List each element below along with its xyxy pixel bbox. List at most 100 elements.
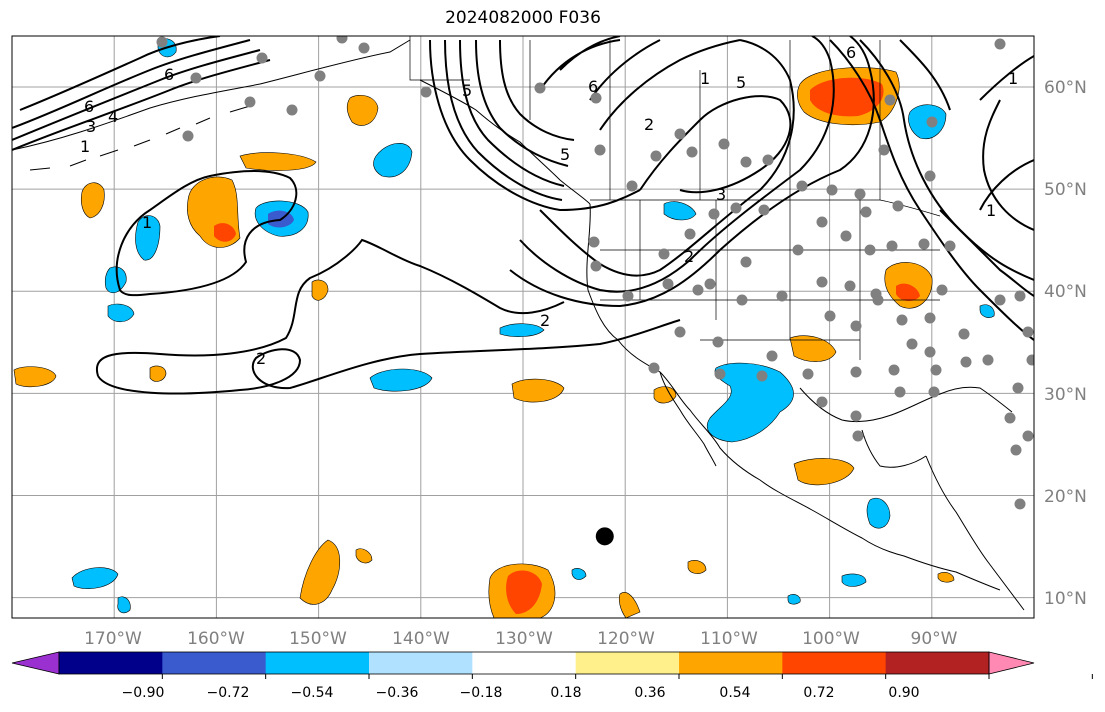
station-dot: [692, 284, 704, 296]
station-dot: [708, 208, 720, 220]
station-dot: [1012, 382, 1024, 394]
lat-label: 50°N: [1044, 180, 1087, 200]
map-border: [11, 35, 1035, 619]
colorbar-segment: [59, 652, 163, 674]
station-dot: [420, 86, 432, 98]
contour-label: 1: [700, 69, 710, 88]
colorbar-tick-label: 0.54: [719, 685, 750, 701]
strong-positive-anomaly-patch: [506, 570, 542, 614]
colorbar-segment: [782, 652, 887, 674]
positive-anomaly-patch: [299, 539, 341, 605]
station-dot: [816, 276, 828, 288]
station-dot: [286, 104, 298, 116]
positive-anomaly-patch: [789, 335, 837, 362]
colorbar-tick-label: −0.36: [376, 685, 419, 701]
station-dot: [1022, 430, 1034, 442]
colorbar-segment: [679, 652, 783, 674]
station-dot: [878, 144, 890, 156]
negative-anomaly-patch: [663, 201, 697, 221]
lon-label: 140°W: [392, 629, 450, 649]
station-dot: [816, 396, 828, 408]
positive-anomaly-patch: [653, 386, 677, 404]
contour-label: 2: [540, 311, 550, 330]
station-dot: [684, 228, 696, 240]
station-dot: [894, 386, 906, 398]
negative-anomaly-patch: [107, 303, 135, 323]
station-dot: [906, 338, 918, 350]
station-dot: [854, 188, 866, 200]
yucatan: [861, 429, 927, 468]
negative-anomaly-patch: [866, 497, 891, 529]
station-dot: [590, 260, 602, 272]
station-dots: [156, 36, 1034, 510]
station-dot: [936, 284, 948, 296]
lat-label: 10°N: [1044, 589, 1087, 609]
station-dot: [704, 278, 716, 290]
station-dot: [816, 216, 828, 228]
lon-label: 160°W: [187, 629, 245, 649]
station-dot: [674, 128, 686, 140]
colorbar-extend-max: [988, 651, 1035, 675]
station-dot: [840, 230, 852, 242]
station-dot: [534, 82, 546, 94]
station-dot: [762, 154, 774, 166]
lat-label: 60°N: [1044, 78, 1087, 98]
station-dot: [824, 310, 836, 322]
west-coast: [586, 203, 1001, 591]
station-dot: [674, 326, 686, 338]
colorbar-segment: [575, 652, 680, 674]
station-dot: [1014, 498, 1026, 510]
positive-anomaly-patch: [937, 572, 955, 583]
station-dot: [850, 366, 862, 378]
station-dot: [924, 312, 936, 324]
colorbar-tick-label: −0.90: [122, 685, 165, 701]
station-dot: [944, 240, 956, 252]
station-dot: [756, 370, 768, 382]
alaska-panhandle: [419, 79, 591, 205]
colorbar-tick-label: −0.72: [207, 685, 250, 701]
positive-anomaly-patch: [239, 152, 317, 171]
contour-labels: 6 4 3 1 6 5 6 2 1 5 3 2 5 6 1 1 2 1 2: [80, 43, 1018, 368]
station-dot: [850, 320, 862, 332]
station-dot: [336, 36, 348, 44]
station-dot: [994, 38, 1006, 50]
negative-anomaly-patch: [706, 362, 794, 443]
station-dot: [1026, 354, 1034, 366]
station-dot: [926, 116, 938, 128]
station-dot: [740, 256, 752, 268]
negative-anomaly-patch: [135, 215, 161, 261]
station-dot: [662, 278, 674, 290]
contour-label: 5: [736, 73, 746, 92]
contour-label: 6: [588, 77, 598, 96]
station-dot: [1014, 290, 1026, 302]
station-dot: [648, 362, 660, 374]
strong-positive-anomaly-patch: [896, 283, 920, 302]
colorbar-labels: −0.90 −0.72 −0.54 −0.36 −0.18 0.18 0.36 …: [122, 685, 920, 701]
station-dot: [730, 202, 742, 214]
lat-label: 30°N: [1044, 385, 1087, 405]
station-dot: [892, 200, 904, 212]
positive-anomaly-patch: [311, 279, 329, 301]
station-dot: [594, 144, 606, 156]
station-dot: [884, 94, 896, 106]
station-dot: [1022, 326, 1034, 338]
station-dot: [994, 294, 1006, 306]
contour-label: 4: [108, 107, 118, 126]
baja-california: [659, 371, 717, 467]
anomaly-shading: [13, 38, 995, 618]
station-dot: [870, 288, 882, 300]
us-canada-border: [590, 199, 941, 217]
negative-anomaly-patch: [979, 304, 995, 318]
station-dot: [860, 206, 872, 218]
gulf-coast: [799, 386, 1013, 423]
station-dot: [740, 156, 752, 168]
lat-label: 40°N: [1044, 282, 1087, 302]
colorbar: [11, 651, 1093, 679]
positive-anomaly-patch: [13, 366, 57, 388]
station-dot: [590, 92, 602, 104]
central-america: [925, 455, 1025, 611]
station-dot: [190, 72, 202, 84]
negative-anomaly-patch: [571, 568, 587, 580]
station-dot: [718, 138, 730, 150]
station-dot: [1004, 412, 1016, 424]
